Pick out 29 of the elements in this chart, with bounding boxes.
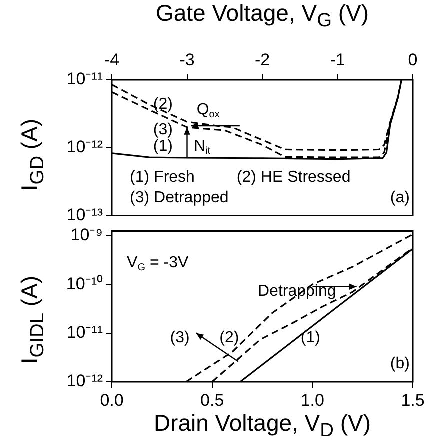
x-tick-label: 1.5: [401, 390, 425, 410]
y-tick-label: 10⁻¹¹: [66, 322, 104, 342]
x-tick-label: -3: [180, 50, 195, 70]
annotation: (3): [170, 330, 190, 347]
x-tick-label: -2: [254, 50, 270, 70]
annotation: (2): [153, 96, 173, 113]
y-tick-label: 10⁻¹²: [66, 372, 104, 391]
annotation: Detrapping: [258, 282, 336, 300]
x-tick-label: 1.0: [300, 390, 324, 410]
annotation: (3) Detrapped: [130, 190, 229, 207]
annotation: (1) Fresh: [130, 169, 195, 186]
annotation: (2): [220, 330, 240, 347]
y-tick-label: 10⁻⁹: [70, 226, 103, 245]
y-tick-label: 10⁻¹⁰: [66, 274, 103, 294]
x-axis-title: Gate Voltage, V$_{G}$ (V): [154, 0, 370, 33]
y-tick-label: 10⁻¹²: [66, 138, 104, 157]
x-axis-title: Drain Voltage, V$_{D}$ (V): [152, 410, 372, 443]
y-tick-label: 10⁻¹¹: [66, 70, 104, 89]
x-tick-label: -1: [330, 50, 346, 70]
annotation: (3): [153, 122, 173, 139]
x-tick-label: -4: [104, 50, 120, 70]
x-tick-label: 0.5: [200, 390, 224, 410]
x-tick-label: 0.0: [100, 390, 124, 410]
x-tick-label: 0: [408, 50, 418, 70]
annotation: (b): [390, 355, 410, 372]
y-tick-label: 10⁻¹³: [66, 205, 104, 224]
annotation: (a): [390, 190, 410, 207]
annotation: (1): [153, 138, 173, 155]
annotation: (2) HE Stressed: [236, 169, 351, 186]
